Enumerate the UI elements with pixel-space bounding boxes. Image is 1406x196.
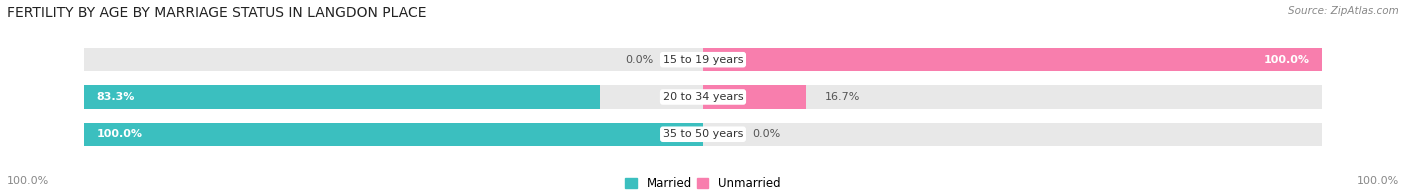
Text: 15 to 19 years: 15 to 19 years	[662, 55, 744, 65]
Text: 20 to 34 years: 20 to 34 years	[662, 92, 744, 102]
Text: 100.0%: 100.0%	[1263, 55, 1309, 65]
Bar	[84, 123, 703, 146]
Bar	[84, 85, 600, 109]
Text: 16.7%: 16.7%	[825, 92, 860, 102]
Text: 35 to 50 years: 35 to 50 years	[662, 129, 744, 139]
Legend: Married, Unmarried: Married, Unmarried	[626, 177, 780, 190]
Bar	[84, 48, 1322, 71]
Text: FERTILITY BY AGE BY MARRIAGE STATUS IN LANGDON PLACE: FERTILITY BY AGE BY MARRIAGE STATUS IN L…	[7, 6, 426, 20]
Bar	[703, 48, 1322, 71]
Text: 0.0%: 0.0%	[752, 129, 780, 139]
Text: 100.0%: 100.0%	[7, 176, 49, 186]
Text: 100.0%: 100.0%	[1357, 176, 1399, 186]
Text: Source: ZipAtlas.com: Source: ZipAtlas.com	[1288, 6, 1399, 16]
Text: 83.3%: 83.3%	[97, 92, 135, 102]
Text: 0.0%: 0.0%	[626, 55, 654, 65]
Text: 100.0%: 100.0%	[97, 129, 143, 139]
Bar	[703, 85, 806, 109]
Bar	[84, 85, 1322, 109]
Bar	[84, 123, 1322, 146]
